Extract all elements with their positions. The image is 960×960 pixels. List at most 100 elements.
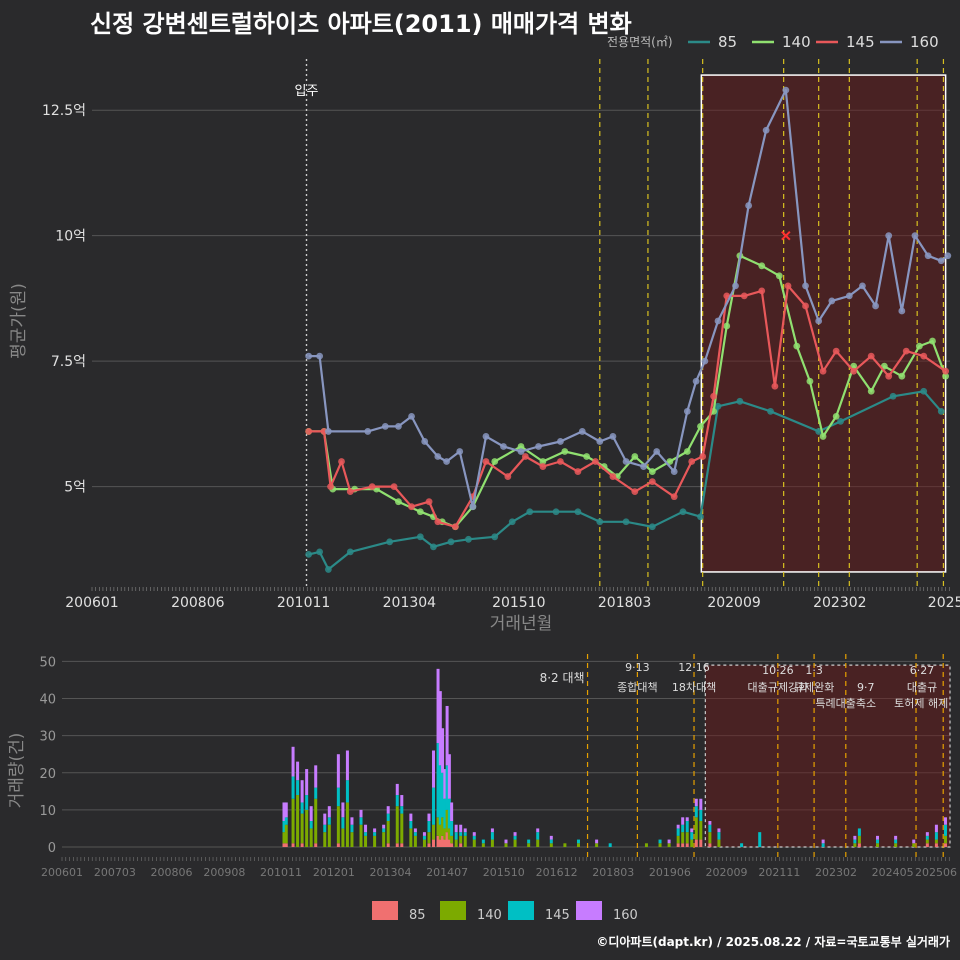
data-point-160 bbox=[578, 428, 586, 435]
bar-segment-145 bbox=[450, 821, 454, 836]
data-point-160 bbox=[556, 438, 564, 445]
bar-segment-145 bbox=[472, 835, 476, 840]
bar-segment-140 bbox=[422, 839, 426, 847]
bar-segment-160 bbox=[876, 835, 880, 840]
data-point-145 bbox=[802, 302, 809, 310]
data-point-85 bbox=[526, 508, 534, 516]
bar-segment-160 bbox=[359, 809, 363, 818]
legend-label-140: 140 bbox=[477, 908, 502, 920]
data-point-145 bbox=[592, 458, 599, 465]
policy-label: 대출규제강화 bbox=[747, 681, 808, 694]
data-point-145 bbox=[699, 453, 707, 460]
data-point-160 bbox=[434, 453, 442, 460]
bar-segment-140 bbox=[291, 798, 295, 844]
bar-segment-85 bbox=[291, 843, 295, 847]
bar-segment-145 bbox=[395, 795, 399, 807]
bar-segment-145 bbox=[345, 780, 349, 803]
data-point-145 bbox=[771, 382, 779, 390]
bar-segment-160 bbox=[504, 839, 508, 844]
data-point-160 bbox=[692, 377, 700, 385]
data-point-145 bbox=[434, 518, 442, 526]
data-point-160 bbox=[845, 292, 853, 300]
data-point-145 bbox=[539, 463, 547, 470]
bar-segment-160 bbox=[386, 806, 390, 814]
data-point-145 bbox=[670, 493, 678, 501]
y-tick-label: 40 bbox=[39, 693, 56, 708]
data-point-145 bbox=[521, 453, 529, 460]
data-point-160 bbox=[316, 352, 324, 360]
legend-swatch-140 bbox=[440, 901, 466, 920]
bar-segment-140 bbox=[327, 824, 331, 847]
bar-segment-140 bbox=[690, 839, 694, 847]
bar-segment-140 bbox=[284, 824, 288, 844]
marker-x bbox=[781, 230, 791, 241]
bar-segment-145 bbox=[359, 817, 363, 825]
data-point-145 bbox=[832, 347, 840, 355]
bar-segment-160 bbox=[373, 828, 377, 833]
data-point-160 bbox=[609, 433, 617, 440]
bar-segment-85 bbox=[450, 843, 454, 847]
bar-segment-160 bbox=[943, 817, 947, 825]
bar-segment-140 bbox=[441, 817, 445, 836]
data-point-160 bbox=[732, 282, 739, 290]
bar-segment-145 bbox=[291, 776, 295, 799]
bar-segment-140 bbox=[432, 824, 436, 840]
bar-segment-160 bbox=[685, 817, 689, 822]
bar-segment-145 bbox=[549, 839, 553, 844]
bar-segment-85 bbox=[681, 843, 685, 847]
data-point-145 bbox=[482, 458, 490, 465]
bar-segment-145 bbox=[441, 772, 445, 818]
bar-segment-85 bbox=[427, 843, 431, 847]
bar-segment-145 bbox=[463, 832, 467, 836]
data-point-160 bbox=[364, 428, 372, 435]
bar-segment-160 bbox=[395, 783, 399, 796]
bar-segment-145 bbox=[513, 835, 517, 840]
data-point-145 bbox=[346, 488, 354, 496]
data-point-145 bbox=[710, 392, 718, 400]
legend-label-145: 145 bbox=[846, 33, 875, 51]
bar-segment-140 bbox=[300, 813, 304, 844]
bar-segment-140 bbox=[876, 843, 880, 847]
bar-segment-160 bbox=[341, 802, 345, 818]
x-tick-label: 202009 bbox=[705, 866, 747, 879]
bar-segment-140 bbox=[563, 843, 567, 847]
y-tick-label: 50 bbox=[39, 655, 56, 670]
bar-segment-145 bbox=[894, 839, 898, 844]
legend-label-145: 145 bbox=[545, 908, 570, 920]
bar-segment-145 bbox=[708, 824, 712, 833]
bar-segment-140 bbox=[513, 839, 517, 847]
bar-segment-145 bbox=[323, 824, 327, 833]
bar-segment-160 bbox=[447, 754, 451, 799]
bar-segment-145 bbox=[296, 780, 300, 796]
bar-segment-140 bbox=[386, 821, 390, 844]
data-point-145 bbox=[867, 352, 875, 360]
data-point-85 bbox=[648, 523, 656, 531]
bar-segment-145 bbox=[690, 832, 694, 840]
x-tick-label: 201510 bbox=[483, 866, 525, 879]
data-point-140 bbox=[775, 272, 783, 280]
legend-label-85: 85 bbox=[409, 908, 426, 920]
bar-segment-85 bbox=[447, 839, 451, 847]
data-point-145 bbox=[885, 372, 893, 380]
bar-segment-140 bbox=[438, 824, 442, 840]
data-point-160 bbox=[395, 422, 402, 430]
bar-segment-160 bbox=[549, 835, 553, 840]
data-point-160 bbox=[324, 428, 332, 435]
data-point-145 bbox=[327, 483, 334, 491]
bar-segment-140 bbox=[708, 832, 712, 844]
bar-segment-140 bbox=[409, 828, 413, 847]
bar-segment-145 bbox=[282, 821, 286, 833]
data-point-160 bbox=[683, 407, 691, 415]
y-tick-label: 10 bbox=[39, 804, 56, 819]
bar-segment-140 bbox=[536, 839, 540, 847]
bar-segment-140 bbox=[450, 835, 454, 844]
bar-segment-140 bbox=[350, 832, 354, 847]
policy-date: 1·3 bbox=[805, 664, 823, 677]
data-point-160 bbox=[517, 448, 525, 455]
data-point-160 bbox=[482, 433, 490, 440]
bar-segment-140 bbox=[296, 795, 300, 847]
data-point-85 bbox=[937, 407, 945, 415]
data-point-140 bbox=[915, 342, 923, 350]
bar-segment-145 bbox=[443, 798, 447, 829]
data-point-140 bbox=[898, 372, 906, 380]
